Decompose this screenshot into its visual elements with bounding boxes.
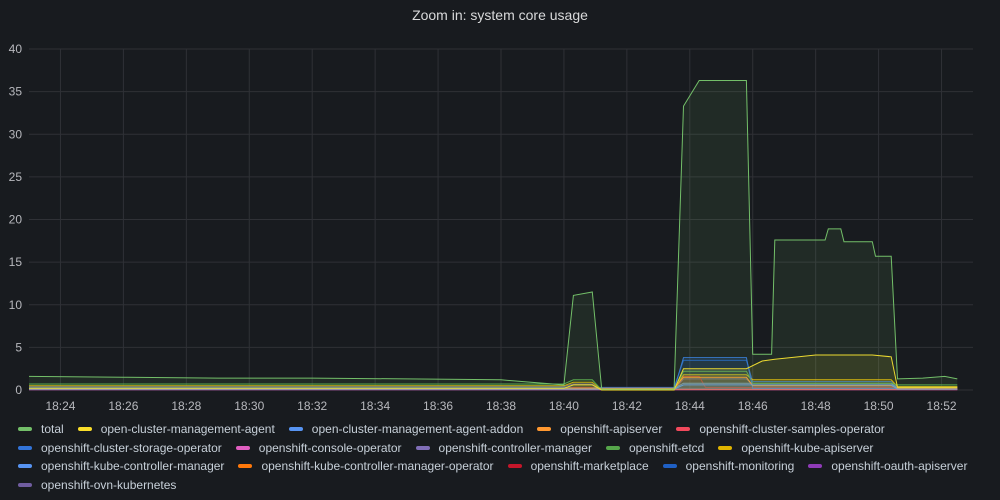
x-tick-label: 18:26 bbox=[108, 399, 138, 413]
legend-label: openshift-controller-manager bbox=[438, 440, 592, 455]
legend-swatch bbox=[18, 464, 32, 469]
legend-label: openshift-ovn-kubernetes bbox=[41, 477, 177, 492]
series-area-total bbox=[29, 80, 958, 390]
legend: total open-cluster-management-agent open-c… bbox=[18, 420, 993, 494]
legend-label: openshift-monitoring bbox=[685, 459, 795, 473]
legend-item-open-cluster-management-agent-addon[interactable]: open-cluster-management-agent-addon bbox=[288, 420, 524, 439]
x-tick-label: 18:40 bbox=[549, 399, 579, 413]
legend-item-openshift-apiserver[interactable]: openshift-apiserver bbox=[537, 420, 662, 439]
legend-swatch bbox=[18, 427, 32, 432]
legend-label: openshift-oauth-apiserver bbox=[831, 459, 968, 473]
legend-label: open-cluster-management-agent-addon bbox=[311, 422, 524, 436]
legend-item-openshift-kube-apiserver[interactable]: openshift-kube-apiserver bbox=[718, 439, 873, 458]
legend-swatch bbox=[77, 427, 92, 432]
legend-swatch bbox=[18, 482, 32, 487]
legend-swatch bbox=[718, 445, 733, 450]
series-line-open-cluster-management-agent-addon[interactable] bbox=[29, 384, 958, 390]
series-line-open-cluster-management-agent[interactable] bbox=[29, 354, 958, 391]
legend-swatch bbox=[288, 427, 303, 432]
legend-swatch bbox=[676, 427, 691, 432]
legend-label: openshift-kube-apiserver bbox=[741, 440, 874, 455]
x-tick-label: 18:34 bbox=[360, 399, 390, 413]
legend-label: open-cluster-management-agent bbox=[100, 422, 275, 436]
axis-layer: 0 5 10 15 20 25 30 35 40 18:24 18:26 18:28 18:30 18:3… bbox=[9, 42, 957, 413]
legend-item-total[interactable]: total bbox=[18, 420, 64, 439]
y-tick-label: 0 bbox=[15, 383, 22, 397]
series-area-open-cluster-management-agent-addon bbox=[29, 384, 958, 390]
y-tick-label: 30 bbox=[9, 127, 23, 141]
series-area-openshift-cluster-storage-operator bbox=[29, 357, 958, 390]
x-tick-label: 18:38 bbox=[486, 399, 516, 413]
x-tick-label: 18:48 bbox=[801, 399, 831, 413]
legend-label: openshift-marketplace bbox=[530, 459, 649, 473]
y-tick-label: 25 bbox=[9, 170, 23, 184]
y-tick-label: 20 bbox=[9, 213, 23, 227]
legend-swatch bbox=[235, 445, 250, 450]
x-tick-label: 18:32 bbox=[297, 399, 327, 413]
y-tick-label: 15 bbox=[9, 255, 23, 269]
legend-swatch bbox=[415, 445, 430, 450]
y-tick-label: 5 bbox=[15, 340, 22, 354]
legend-label: openshift-etcd bbox=[628, 440, 705, 455]
legend-item-openshift-oauth-apiserver[interactable]: openshift-oauth-apiserver bbox=[808, 457, 967, 476]
legend-label: openshift-apiserver bbox=[560, 422, 663, 436]
legend-item-openshift-monitoring[interactable]: openshift-monitoring bbox=[662, 457, 795, 476]
y-tick-label: 40 bbox=[9, 42, 23, 56]
series-area-openshift-monitoring bbox=[29, 360, 958, 390]
legend-label: openshift-cluster-samples-operator bbox=[699, 422, 885, 436]
y-tick-label: 10 bbox=[9, 298, 23, 312]
series-area-open-cluster-management-agent bbox=[29, 355, 958, 390]
x-tick-label: 18:42 bbox=[612, 399, 642, 413]
x-tick-label: 18:30 bbox=[234, 399, 264, 413]
y-tick-label: 35 bbox=[9, 85, 23, 99]
legend-item-open-cluster-management-agent[interactable]: open-cluster-management-agent bbox=[77, 420, 275, 439]
x-tick-label: 18:50 bbox=[864, 399, 894, 413]
legend-swatch bbox=[537, 427, 552, 432]
legend-swatch bbox=[662, 464, 677, 469]
legend-swatch bbox=[18, 445, 32, 450]
series-area-openshift-apiserver bbox=[29, 377, 958, 390]
x-tick-label: 18:44 bbox=[675, 399, 705, 413]
legend-swatch bbox=[808, 464, 823, 469]
legend-item-openshift-ovn-kubernetes[interactable]: openshift-ovn-kubernetes bbox=[18, 476, 176, 495]
x-tick-label: 18:28 bbox=[171, 399, 201, 413]
legend-item-openshift-cluster-samples-operator[interactable]: openshift-cluster-samples-operator bbox=[676, 420, 885, 439]
legend-label: openshift-cluster-storage-operator bbox=[41, 440, 222, 455]
legend-item-openshift-cluster-storage-operator[interactable]: openshift-cluster-storage-operator bbox=[18, 439, 222, 458]
legend-label: openshift-console-operator bbox=[258, 440, 402, 455]
legend-item-openshift-console-operator[interactable]: openshift-console-operator bbox=[235, 439, 402, 458]
legend-swatch bbox=[605, 445, 620, 450]
panel-title: Zoom in: system core usage bbox=[412, 7, 588, 23]
series-layer bbox=[28, 80, 958, 391]
legend-label: total bbox=[41, 422, 64, 436]
x-tick-label: 18:36 bbox=[423, 399, 453, 413]
series-line-total[interactable] bbox=[28, 80, 958, 390]
legend-item-openshift-kube-controller-manager-operator[interactable]: openshift-kube-controller-manager-operat… bbox=[238, 457, 494, 476]
x-tick-label: 18:24 bbox=[45, 399, 75, 413]
legend-label: openshift-kube-controller-manager bbox=[41, 459, 225, 473]
legend-item-openshift-controller-manager[interactable]: openshift-controller-manager bbox=[415, 439, 592, 458]
grid-layer bbox=[29, 48, 973, 391]
legend-item-openshift-kube-controller-manager[interactable]: openshift-kube-controller-manager bbox=[18, 457, 224, 476]
legend-label: openshift-kube-controller-manager-operat… bbox=[261, 459, 494, 473]
x-tick-label: 18:46 bbox=[738, 399, 768, 413]
legend-item-openshift-marketplace[interactable]: openshift-marketplace bbox=[507, 457, 649, 476]
series-line-openshift-etcd[interactable] bbox=[29, 370, 958, 391]
legend-item-openshift-etcd[interactable]: openshift-etcd bbox=[605, 439, 705, 458]
x-tick-label: 18:52 bbox=[927, 399, 957, 413]
legend-swatch bbox=[507, 464, 522, 469]
chart[interactable]: 0 5 10 15 20 25 30 35 40 18:24 18:26 18:28 18:30 18:3… bbox=[0, 0, 1000, 420]
legend-swatch bbox=[238, 464, 253, 469]
